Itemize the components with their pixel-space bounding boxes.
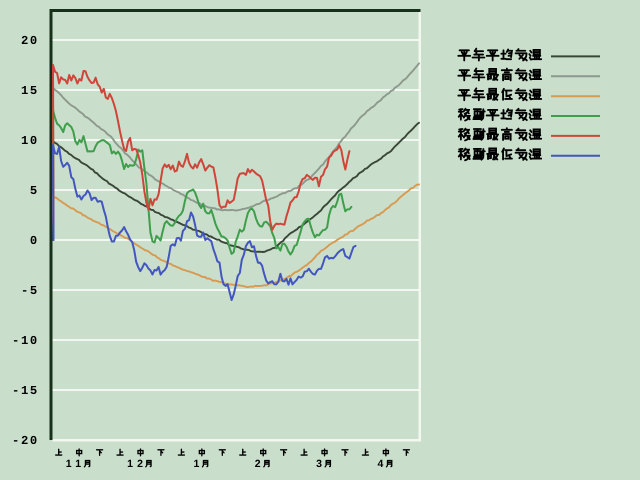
svg-text:2: 2	[255, 458, 261, 470]
svg-text:-20: -20	[12, 434, 39, 448]
svg-text:11: 11	[66, 458, 86, 470]
svg-text:5: 5	[30, 184, 39, 198]
svg-text:10: 10	[21, 134, 39, 148]
svg-text:1: 1	[193, 458, 199, 470]
svg-text:-10: -10	[12, 334, 39, 348]
svg-text:20: 20	[21, 34, 39, 48]
svg-text:4: 4	[378, 458, 384, 470]
svg-text:12: 12	[127, 458, 147, 470]
svg-text:0: 0	[30, 234, 39, 248]
svg-text:15: 15	[21, 84, 39, 98]
svg-text:3: 3	[316, 458, 322, 470]
svg-text:-15: -15	[12, 384, 39, 398]
svg-text:-5: -5	[21, 284, 39, 298]
